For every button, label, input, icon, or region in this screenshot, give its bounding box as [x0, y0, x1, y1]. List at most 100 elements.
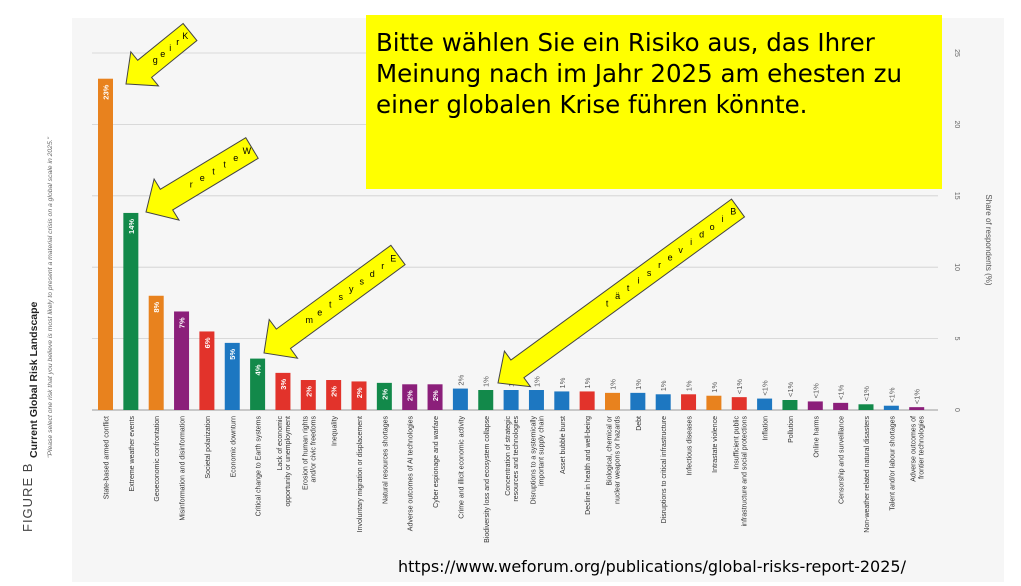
category-label: Erosion of human rightsand/or civic free… [302, 416, 317, 490]
bar [98, 78, 113, 410]
category-labels: State-based armed conflict Extreme weathe… [104, 415, 926, 542]
bar-value-label: 1% [482, 376, 491, 387]
bar-value-label: 3% [279, 379, 288, 390]
category-label: Crime and illicit economic activity [458, 416, 465, 519]
bar [706, 395, 722, 410]
bar-value-label: 2% [380, 389, 389, 400]
bar-value-label: 1% [710, 382, 719, 393]
bar [554, 391, 570, 410]
bar-value-label: 7% [178, 317, 187, 328]
y-tick-label: 20 [953, 121, 960, 129]
bar [275, 372, 291, 410]
bar [757, 398, 773, 410]
bar [782, 400, 798, 410]
bar [199, 331, 215, 410]
bar-value-labels: 23% 14% 8% 7% 6% 5% 4% 3% 2% 2% 2% 2% 2% 2% 2% 1% 1% 1% 1%… [102, 84, 922, 404]
bar [833, 402, 849, 410]
category-label: Censorship and surveillance [839, 416, 846, 504]
bar [883, 405, 899, 410]
bar-value-label: 1% [659, 380, 668, 391]
bar [452, 388, 468, 410]
bar-value-label: 2% [456, 374, 465, 385]
bar-value-label: 2% [304, 386, 313, 397]
bar-value-label: 1% [609, 379, 618, 390]
category-label: Online harms [813, 416, 820, 458]
bar [807, 401, 823, 410]
bar-value-label: 2% [355, 387, 364, 398]
bar [681, 394, 697, 410]
category-label: Adverse outcomes of AI technologies [408, 416, 415, 532]
bar-value-label: 1% [532, 376, 541, 387]
category-label: Natural resources shortages [382, 416, 389, 504]
bar-value-label: 14% [127, 219, 136, 234]
bar [326, 380, 342, 410]
category-label: Concentration of strategicresources and … [505, 416, 520, 502]
category-label: Cyber espionage and warfare [433, 416, 440, 508]
y-tick-label: 0 [953, 408, 960, 412]
bar [478, 390, 494, 410]
bar [427, 384, 443, 410]
bar [250, 358, 266, 410]
category-label: Inflation [763, 416, 770, 441]
category-label: Disruptions to critical infrastructure [661, 416, 668, 523]
bar-value-label: 4% [254, 364, 263, 375]
figure-title: Current Global Risk Landscape [28, 301, 40, 458]
bar [148, 295, 164, 410]
figure-label: FIGURE B [20, 463, 35, 532]
bar-value-label: 8% [152, 301, 161, 312]
bar [402, 384, 418, 410]
category-label: Extreme weather events [129, 416, 136, 492]
y-tick-label: 5 [953, 337, 960, 341]
category-label: Non-weather related natural disasters [864, 416, 871, 533]
category-label: Infectious diseases [687, 416, 694, 476]
y-axis-ticks: 0 5 10 15 20 25 [953, 49, 960, 412]
category-label: Geoeconomic confrontation [154, 416, 161, 502]
bar [605, 392, 620, 410]
category-label: Decline in health and well-being [585, 416, 592, 515]
category-label: Misinformation and disinformation [180, 416, 187, 521]
arrow-shape [497, 198, 746, 388]
bar-value-label: 1% [558, 377, 567, 388]
category-label: Critical change to Earth systems [256, 416, 263, 517]
category-label: Biological, chemical ornuclear weapons o… [607, 415, 622, 504]
bar [858, 404, 874, 410]
bar-value-label: <1% [913, 389, 922, 405]
figure-subtitle: "Please select one risk that you believe… [47, 136, 54, 458]
bar-value-label: 2% [431, 390, 440, 401]
source-url: https://www.weforum.org/publications/glo… [398, 557, 906, 576]
question-text: Bitte wählen Sie ein Risiko aus, das Ihr… [376, 28, 902, 119]
bar [174, 311, 190, 410]
bar [630, 392, 646, 410]
bar-value-label: <1% [837, 384, 846, 400]
category-label: Inequality [332, 416, 339, 446]
bar-value-label: 1% [685, 380, 694, 391]
category-label: Pollution [788, 416, 795, 443]
category-label: Economic downturn [230, 416, 237, 478]
bar-value-label: 2% [406, 390, 415, 401]
y-tick-label: 15 [953, 192, 960, 200]
category-label: Intrastate violence [712, 416, 719, 473]
bar [300, 380, 316, 410]
category-label: Disruptions to a systemicallyimportant s… [530, 416, 545, 505]
bar [731, 397, 747, 410]
bars [98, 78, 925, 410]
category-label: Lack of economicopportunity or unemploym… [277, 416, 292, 507]
bar-value-label: <1% [761, 380, 770, 396]
bar-value-label: <1% [887, 387, 896, 403]
bar-value-label: 23% [102, 84, 111, 99]
category-label: Debt [636, 416, 643, 431]
bar [503, 390, 519, 410]
bar-value-label: <1% [735, 379, 744, 395]
y-tick-label: 25 [953, 49, 960, 57]
bar [123, 212, 139, 410]
category-label: Talent and/or labour shortages [889, 416, 896, 511]
